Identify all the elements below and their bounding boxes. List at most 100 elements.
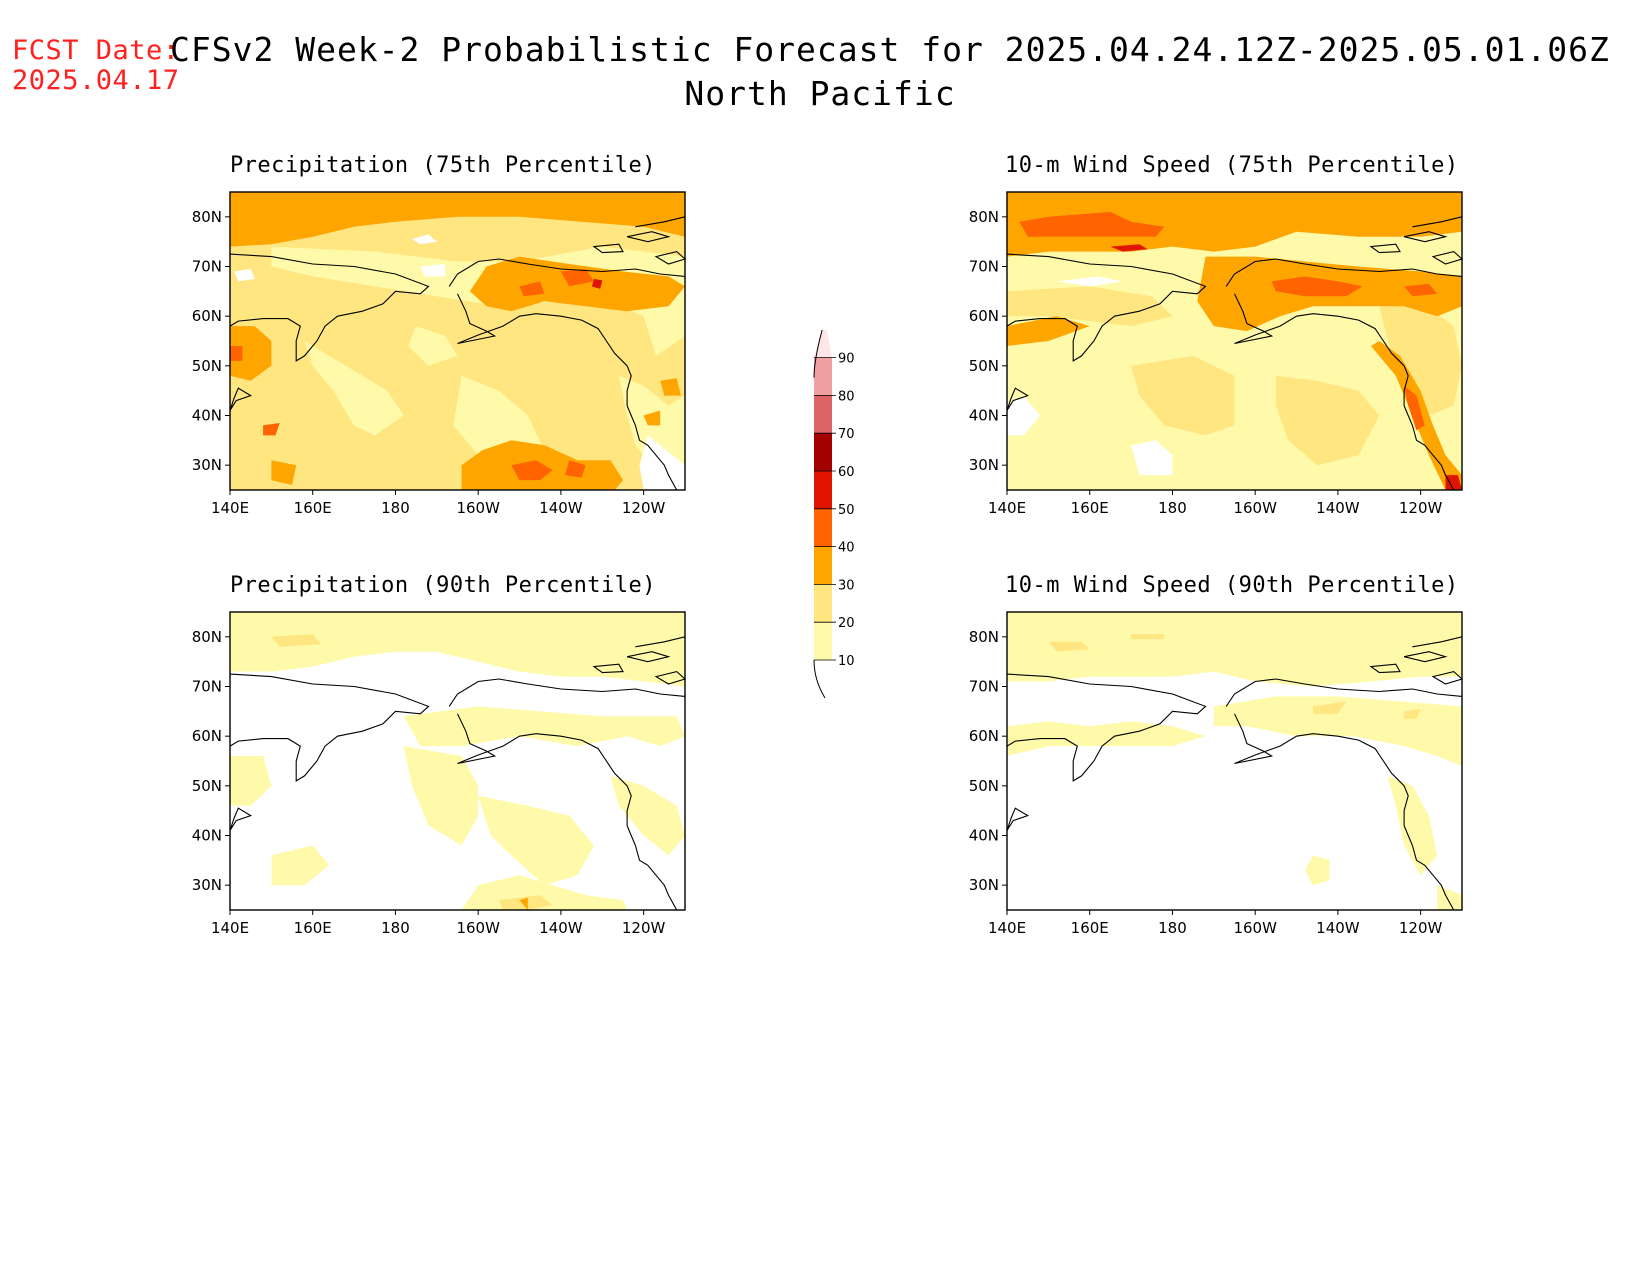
contour-shade bbox=[263, 423, 280, 436]
colorbar-swatch bbox=[814, 357, 832, 396]
main-title: CFSv2 Week-2 Probabilistic Forecast for … bbox=[170, 30, 1610, 69]
lon-tick-label: 160W bbox=[456, 919, 500, 937]
coastline-arctic-north-america bbox=[448, 678, 686, 707]
map-frame bbox=[1006, 611, 1463, 911]
coastline-japan bbox=[229, 387, 252, 411]
map-precip-75: 140E 160E 180 160W 140W 120W 80N 70N 60N 50N 40N 30… bbox=[192, 191, 687, 517]
contour-shade bbox=[519, 281, 545, 297]
colorbar-top-triangle bbox=[814, 330, 832, 358]
coastline-japan bbox=[1006, 807, 1029, 831]
contour-shade bbox=[1007, 286, 1173, 327]
contour-shade bbox=[1404, 385, 1425, 431]
coastline-arctic-north-america bbox=[448, 258, 686, 287]
colorbar-swatch bbox=[814, 471, 832, 509]
lat-tick-label: 40N bbox=[969, 827, 999, 845]
coastline-island bbox=[626, 231, 671, 243]
coastline-arctic-islands bbox=[1412, 216, 1463, 228]
contour-shade bbox=[271, 634, 321, 647]
lat-tick-label: 60N bbox=[192, 307, 222, 325]
lat-tick-label: 60N bbox=[969, 307, 999, 325]
lat-tick-label: 30N bbox=[969, 456, 999, 474]
lat-tick-label: 50N bbox=[969, 357, 999, 375]
colorbar-label: 10 bbox=[838, 654, 855, 669]
contour-shade bbox=[591, 278, 603, 289]
coastline-island bbox=[592, 243, 624, 254]
lon-tick-label: 160E bbox=[1071, 499, 1109, 517]
coastline-alaska-west-coast bbox=[1234, 713, 1455, 911]
contour-shade bbox=[1304, 855, 1330, 886]
coastline-arctic-islands bbox=[635, 216, 686, 228]
contour-shade bbox=[1131, 634, 1165, 640]
colorbar-label: 60 bbox=[838, 465, 855, 480]
lon-tick-label: 120W bbox=[622, 499, 666, 517]
contour-shade bbox=[1387, 775, 1438, 876]
lat-tick-label: 80N bbox=[192, 208, 222, 226]
lat-tick-label: 30N bbox=[192, 876, 222, 894]
coastline-arctic-islands bbox=[635, 636, 686, 648]
coastline-island bbox=[592, 663, 624, 674]
forecast-date-label: FCST Date: bbox=[12, 35, 180, 66]
forecast-date-value: 2025.04.17 bbox=[12, 65, 180, 96]
coastline-japan bbox=[229, 807, 252, 831]
coastline-island bbox=[626, 651, 671, 663]
colorbar-label: 70 bbox=[838, 427, 855, 442]
contour-shade bbox=[271, 460, 297, 485]
contour-shade bbox=[1404, 708, 1421, 719]
colorbar-swatch bbox=[814, 508, 832, 547]
coastline-asia bbox=[229, 253, 430, 362]
lon-tick-label: 160W bbox=[1233, 499, 1277, 517]
contour-shade bbox=[565, 460, 586, 478]
lon-tick-label: 120W bbox=[1399, 919, 1443, 937]
lat-tick-label: 30N bbox=[192, 456, 222, 474]
coastline-arctic-north-america bbox=[1225, 258, 1463, 287]
lat-tick-label: 40N bbox=[192, 407, 222, 425]
contour-shade bbox=[1379, 301, 1462, 416]
lon-tick-label: 140E bbox=[211, 499, 249, 517]
lat-tick-label: 50N bbox=[969, 777, 999, 795]
contour-shade bbox=[1007, 395, 1041, 436]
contour-shade bbox=[420, 264, 446, 277]
lon-tick-label: 140E bbox=[211, 919, 249, 937]
lon-tick-label: 180 bbox=[381, 919, 410, 937]
map-wind-90: 140E 160E 180 160W 140W 120W 80N 70N 60N 50N 40N 30… bbox=[969, 611, 1464, 937]
lon-tick-label: 160E bbox=[294, 919, 332, 937]
contour-shade bbox=[271, 845, 330, 886]
contour-shade bbox=[412, 234, 437, 245]
shaded-field bbox=[1007, 612, 1462, 910]
map-frame bbox=[1006, 191, 1463, 491]
contour-shade bbox=[1445, 475, 1462, 490]
panel-title-precip-90: Precipitation (90th Percentile) bbox=[229, 573, 657, 598]
contour-shade bbox=[643, 410, 661, 426]
colorbar-swatch bbox=[814, 433, 832, 471]
map-frame bbox=[229, 611, 686, 911]
contour-shade bbox=[230, 346, 243, 361]
coastline-island bbox=[1369, 663, 1401, 674]
contour-shade bbox=[230, 756, 272, 806]
contour-shade bbox=[1007, 612, 1462, 687]
colorbar-bottom-triangle bbox=[814, 660, 832, 698]
lat-tick-label: 80N bbox=[969, 628, 999, 646]
lon-tick-label: 160W bbox=[1233, 919, 1277, 937]
contour-shade bbox=[230, 612, 685, 687]
lat-tick-label: 60N bbox=[969, 727, 999, 745]
contour-shade bbox=[234, 269, 255, 282]
contour-shade bbox=[618, 375, 685, 476]
map-wind-75: 140E 160E 180 160W 140W 120W 80N 70N 60N 50N 40N 30… bbox=[969, 191, 1464, 517]
contour-shade bbox=[1271, 276, 1363, 297]
lat-tick-label: 80N bbox=[969, 208, 999, 226]
lon-tick-label: 180 bbox=[1158, 919, 1187, 937]
contour-shade bbox=[304, 341, 404, 436]
contour-shade bbox=[1110, 244, 1148, 252]
contour-shade bbox=[1404, 283, 1438, 297]
contour-shade bbox=[1313, 701, 1347, 714]
shaded-field bbox=[1007, 192, 1462, 490]
contour-shade bbox=[511, 460, 553, 481]
coastline-arctic-north-america bbox=[1225, 678, 1463, 707]
coastline-island bbox=[1403, 651, 1448, 663]
shade-20-30 bbox=[230, 192, 685, 490]
lat-tick-label: 50N bbox=[192, 357, 222, 375]
coastline-asia bbox=[1006, 673, 1207, 782]
contour-shade bbox=[1056, 276, 1123, 287]
contour-shade bbox=[560, 269, 594, 287]
lon-tick-label: 180 bbox=[381, 499, 410, 517]
